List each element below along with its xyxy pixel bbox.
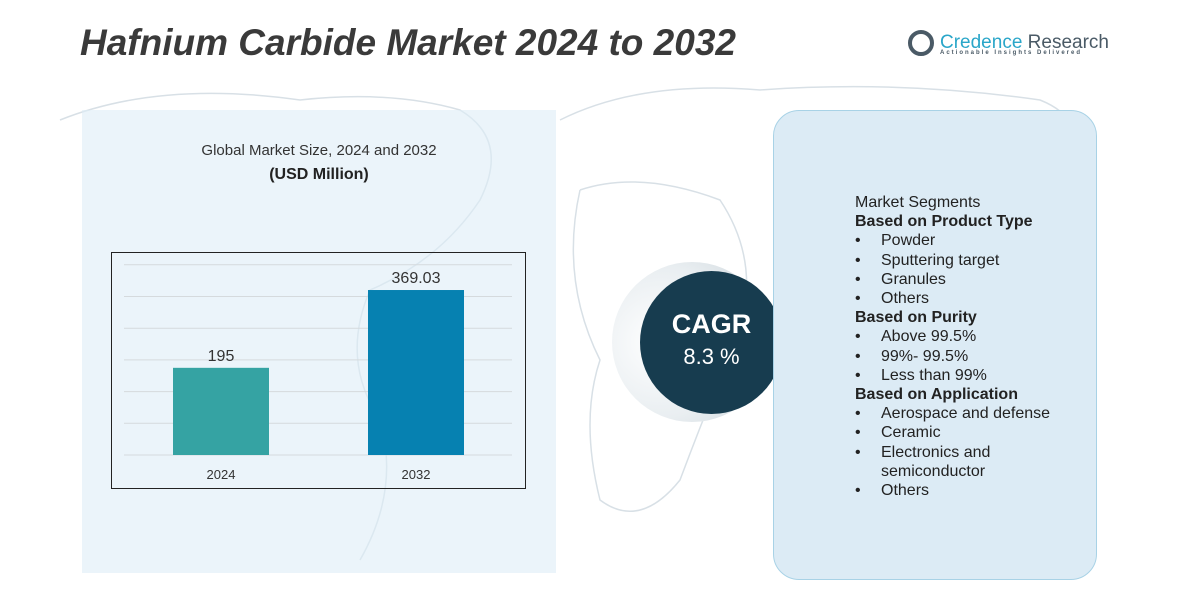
market-size-panel: Global Market Size, 2024 and 2032 (USD M… xyxy=(82,110,556,573)
data-label: 369.03 xyxy=(392,270,441,287)
x-tick-label: 2032 xyxy=(402,467,431,482)
logo-name-b: Research xyxy=(1022,32,1109,53)
bar-chart: 195 2024 369.03 2032 xyxy=(124,264,512,482)
data-label: 195 xyxy=(208,348,235,365)
segment-group-title: Based on Product Type xyxy=(855,213,1033,231)
segment-item: Sputtering target xyxy=(855,251,1060,270)
segment-item: 99%- 99.5% xyxy=(855,347,1060,366)
cagr-badge: CAGR 8.3 % xyxy=(640,271,783,414)
page-title: Hafnium Carbide Market 2024 to 2032 xyxy=(80,22,736,63)
segment-item: Electronics and semiconductor xyxy=(855,443,1060,481)
x-tick-label: 2024 xyxy=(207,467,236,482)
bar-2024 xyxy=(173,367,269,455)
chart-heading: Global Market Size, 2024 and 2032 xyxy=(201,142,437,159)
logo-name-a: Credence xyxy=(940,32,1023,53)
chart-unit: (USD Million) xyxy=(269,166,369,183)
segment-item: Others xyxy=(855,289,1060,308)
market-segments-list: Market Segments Based on Product TypePow… xyxy=(855,193,1060,500)
logo-tagline: Actionable Insights Delivered xyxy=(940,50,1083,56)
segment-item: Powder xyxy=(855,231,1060,250)
segment-group-title: Based on Application xyxy=(855,386,1018,404)
chart-frame: 195 2024 369.03 2032 xyxy=(111,252,526,489)
bar-2032 xyxy=(368,290,464,455)
segment-item: Ceramic xyxy=(855,423,1060,442)
segments-heading: Market Segments xyxy=(855,194,981,211)
credence-research-logo: Credence Research xyxy=(908,30,1109,56)
logo-chart-icon xyxy=(908,30,934,56)
segment-item: Less than 99% xyxy=(855,366,1060,385)
segment-group-title: Based on Purity xyxy=(855,309,977,327)
cagr-value: 8.3 % xyxy=(683,344,740,369)
segment-item: Others xyxy=(855,481,1060,500)
segment-item: Granules xyxy=(855,270,1060,289)
segment-item: Above 99.5% xyxy=(855,327,1060,346)
segment-item: Aerospace and defense xyxy=(855,404,1060,423)
cagr-label: CAGR xyxy=(671,309,752,339)
